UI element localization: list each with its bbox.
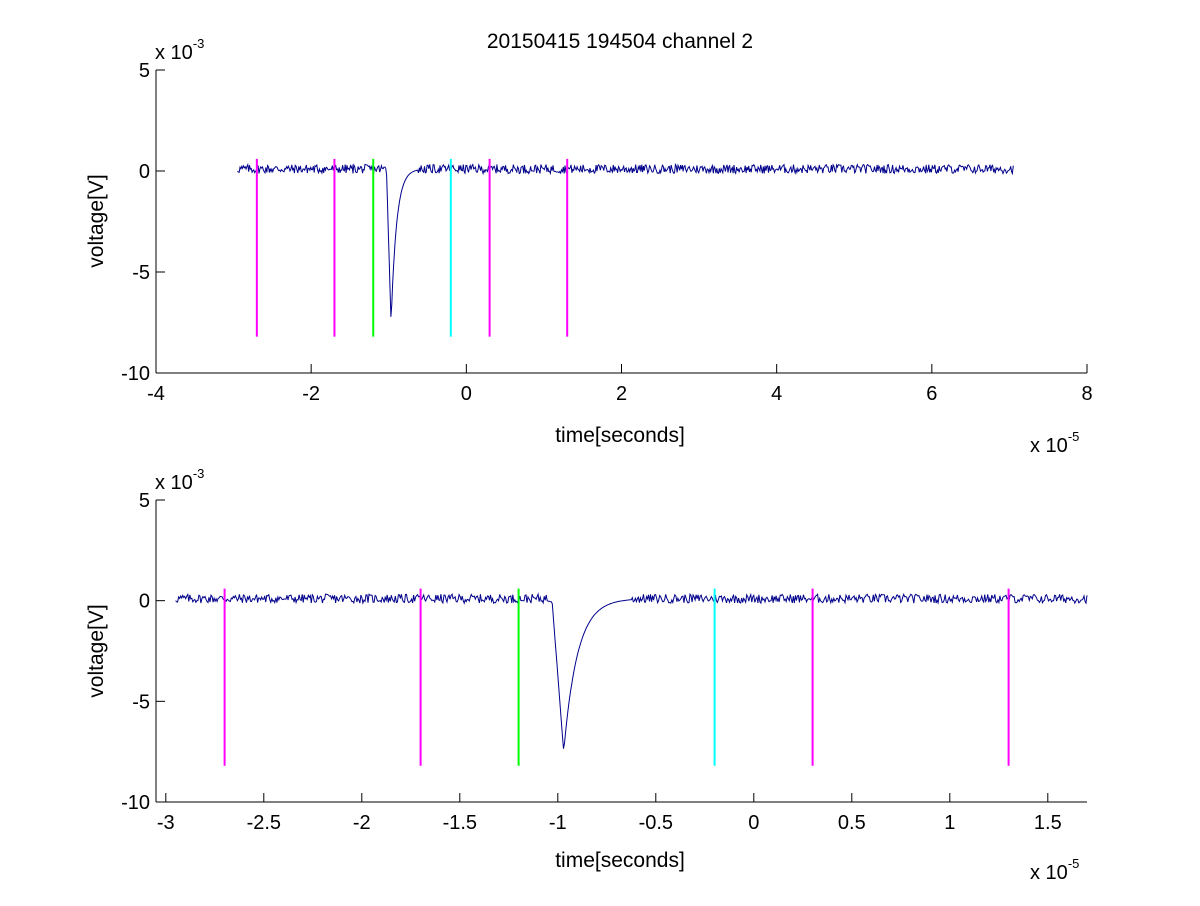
top-y-tick-label: 5 bbox=[139, 60, 150, 82]
bottom-x-exponent: x 10-5 bbox=[1030, 856, 1079, 884]
bottom-x-tick-label: -2.5 bbox=[247, 812, 281, 834]
bottom-y-tick-label: 5 bbox=[139, 490, 150, 512]
top-x-axis-label: time[seconds] bbox=[555, 424, 685, 447]
bottom-x-tick-label: 1 bbox=[944, 812, 955, 834]
bottom-y-exponent: x 10-3 bbox=[155, 466, 204, 494]
bottom-axes: -3 -2.5 -2 -1.5 -1 -0.5 0 0.5 1 1.5 -10 -5 0 5 time[s… bbox=[85, 466, 1088, 884]
bottom-y-exponent-base: x 10 bbox=[155, 472, 193, 494]
top-x-exponent-power: -5 bbox=[1068, 429, 1080, 444]
top-axis-layer: -4 -2 0 2 4 6 8 -10 -5 0 5 bbox=[121, 60, 1092, 405]
bottom-y-tick-label: -5 bbox=[132, 691, 150, 713]
top-x-tick-label: -2 bbox=[302, 383, 320, 405]
bottom-y-tick-label: 0 bbox=[139, 591, 150, 613]
bottom-x-exponent-power: -5 bbox=[1068, 856, 1080, 871]
top-x-exponent: x 10-5 bbox=[1030, 429, 1079, 457]
bottom-y-axis-label: voltage[V] bbox=[85, 604, 108, 697]
bottom-x-tick-label: -3 bbox=[157, 812, 175, 834]
top-x-tick-label: 6 bbox=[926, 383, 937, 405]
top-signal-line bbox=[237, 162, 1014, 317]
bottom-marker-layer bbox=[223, 588, 1010, 766]
top-y-axis-label: voltage[V] bbox=[85, 174, 108, 267]
top-y-tick-label: -5 bbox=[132, 262, 150, 284]
bottom-signal-layer bbox=[175, 592, 1088, 749]
bottom-x-tick-label: -1.5 bbox=[443, 812, 477, 834]
top-y-tick-label: 0 bbox=[139, 161, 150, 183]
top-x-tick-label: 0 bbox=[461, 383, 472, 405]
top-y-tick-label: -10 bbox=[121, 363, 150, 385]
bottom-x-exponent-base: x 10 bbox=[1030, 862, 1068, 884]
bottom-y-exponent-power: -3 bbox=[193, 466, 205, 481]
chart-title: 20150415 194504 channel 2 bbox=[487, 30, 753, 53]
bottom-signal-line bbox=[175, 592, 1088, 749]
top-x-tick-label: 2 bbox=[616, 383, 627, 405]
top-axes: -4 -2 0 2 4 6 8 -10 -5 0 5 time[seconds] voltage[V… bbox=[85, 36, 1093, 457]
bottom-x-axis-label: time[seconds] bbox=[555, 849, 685, 872]
top-y-exponent-power: -3 bbox=[193, 36, 205, 51]
top-marker-layer bbox=[255, 158, 569, 337]
top-signal-layer bbox=[237, 162, 1014, 317]
bottom-x-tick-label: 0.5 bbox=[838, 812, 866, 834]
bottom-y-tick-label: -10 bbox=[121, 792, 150, 814]
top-y-exponent-base: x 10 bbox=[155, 42, 193, 64]
bottom-x-tick-label: 1.5 bbox=[1034, 812, 1062, 834]
top-y-exponent: x 10-3 bbox=[155, 36, 204, 64]
bottom-axis-layer: -3 -2.5 -2 -1.5 -1 -0.5 0 0.5 1 1.5 -10 -5 0 5 bbox=[121, 490, 1087, 834]
bottom-x-tick-label: -0.5 bbox=[639, 812, 673, 834]
top-x-tick-label: 4 bbox=[771, 383, 782, 405]
top-x-tick-label: -4 bbox=[147, 383, 165, 405]
top-x-tick-label: 8 bbox=[1081, 383, 1092, 405]
top-x-exponent-base: x 10 bbox=[1030, 435, 1068, 457]
bottom-x-tick-label: 0 bbox=[748, 812, 759, 834]
bottom-x-tick-label: -1 bbox=[549, 812, 567, 834]
bottom-x-tick-label: -2 bbox=[353, 812, 371, 834]
